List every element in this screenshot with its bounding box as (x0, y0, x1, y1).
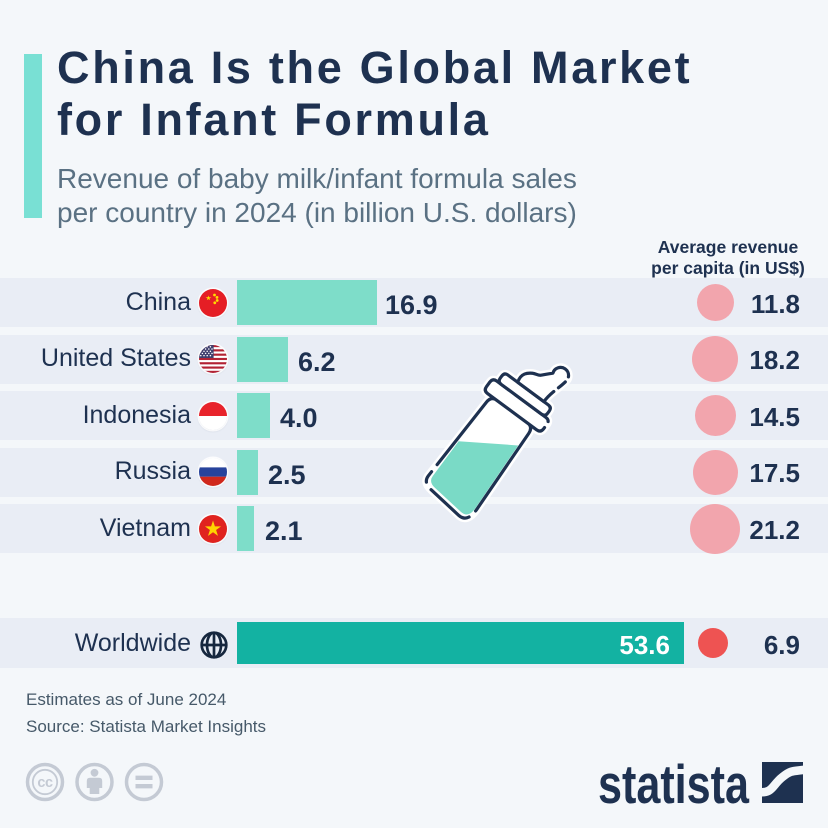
svg-text:statista: statista (598, 753, 749, 815)
svg-text:cc: cc (37, 775, 53, 791)
